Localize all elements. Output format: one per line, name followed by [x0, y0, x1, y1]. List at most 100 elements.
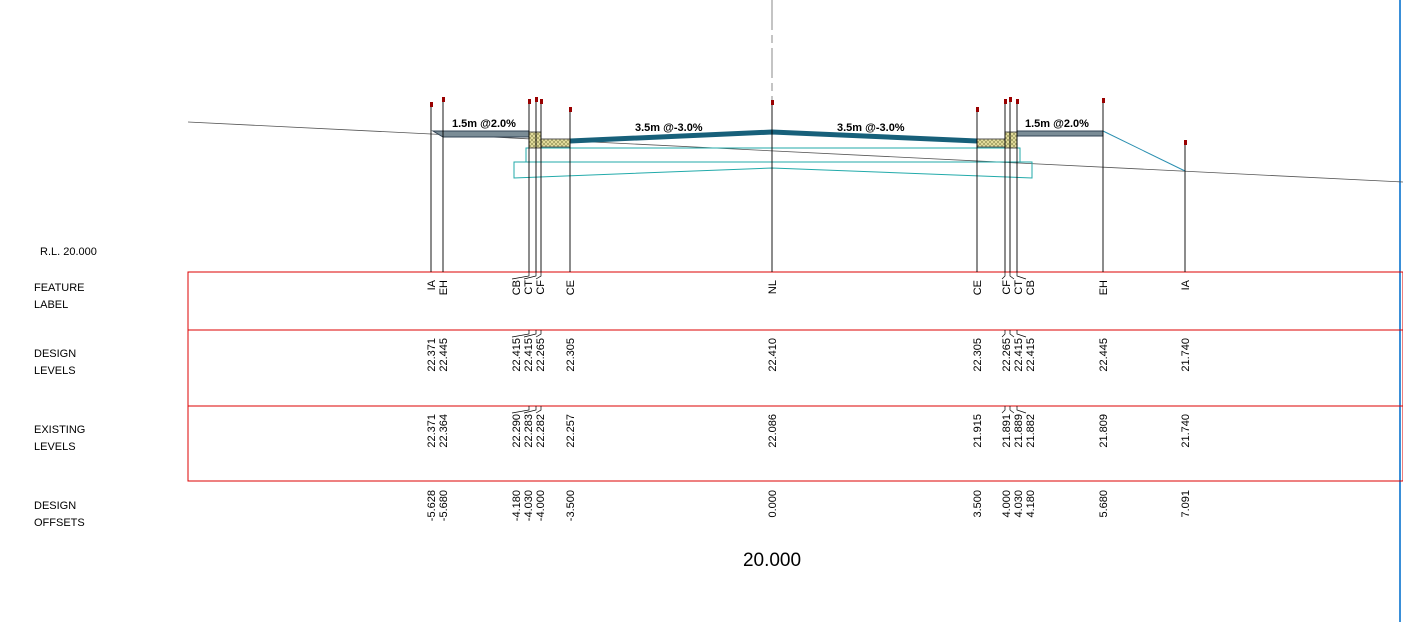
frame — [187, 271, 1403, 482]
feature-value: 22.415 — [1013, 338, 1025, 372]
grade-annotation: 3.5m @-3.0% — [635, 122, 703, 134]
feature-flag — [1009, 97, 1012, 102]
footpath-left — [431, 130, 530, 138]
feature-value: -4.030 — [523, 490, 535, 521]
grade-annotation: 1.5m @2.0% — [1025, 118, 1089, 130]
feature-value: 21.882 — [1025, 414, 1037, 448]
leader — [535, 406, 542, 414]
feature-label: CB — [1025, 280, 1037, 295]
feature-label: NL — [767, 280, 779, 294]
feature-value: 22.305 — [565, 338, 577, 372]
gutter-right — [976, 138, 1006, 148]
leader — [523, 330, 537, 338]
gutter-left — [540, 138, 571, 148]
feature-value: 22.415 — [1025, 338, 1037, 372]
kerb-left — [528, 131, 542, 149]
feature-value: 22.257 — [565, 414, 577, 448]
feature-value: -4.000 — [535, 490, 547, 521]
feature-flag — [1184, 140, 1187, 145]
leader — [511, 330, 530, 338]
leader — [1001, 406, 1006, 414]
feature-value: -4.180 — [511, 490, 523, 521]
feature-value: -5.628 — [426, 490, 438, 521]
pavement — [569, 129, 978, 144]
feature-value: 7.091 — [1180, 490, 1192, 518]
feature-flag — [771, 100, 774, 105]
base-layer — [513, 161, 1033, 179]
leader — [523, 272, 537, 280]
leader — [1009, 330, 1015, 338]
feature-label: CT — [1013, 280, 1025, 295]
feature-value: 22.445 — [438, 338, 450, 372]
leader — [1001, 330, 1006, 338]
grade-annotation: 3.5m @-3.0% — [837, 122, 905, 134]
row-label: FEATURE — [34, 282, 85, 294]
chainage: 20.000 — [743, 550, 801, 571]
feature-flag — [528, 99, 531, 104]
leader — [511, 406, 530, 414]
feature-value: 22.305 — [972, 338, 984, 372]
kerb-right — [1004, 131, 1018, 149]
row-label: LABEL — [34, 299, 68, 311]
row-label: DESIGN — [34, 500, 76, 512]
feature-flag — [1102, 98, 1105, 103]
feature-label: CF — [1001, 280, 1013, 295]
feature-value: 21.809 — [1098, 414, 1110, 448]
feature-label: IA — [1180, 279, 1192, 290]
leader — [535, 272, 542, 280]
grade-annotation: 1.5m @2.0% — [452, 118, 516, 130]
batter — [1102, 130, 1186, 172]
row-label: LEVELS — [34, 441, 76, 453]
feature-value: 22.290 — [511, 414, 523, 448]
feature-value: 21.740 — [1180, 414, 1192, 448]
feature-flag — [976, 107, 979, 112]
leader — [1009, 406, 1015, 414]
subbase — [525, 147, 1021, 163]
feature-label: CF — [535, 280, 547, 295]
leader — [535, 330, 542, 338]
feature-value: 22.265 — [1001, 338, 1013, 372]
leader — [523, 406, 537, 414]
leader — [1001, 272, 1006, 280]
leader — [511, 272, 530, 280]
feature-flag — [569, 107, 572, 112]
feature-value: 22.265 — [535, 338, 547, 372]
feature-value: -5.680 — [438, 490, 450, 521]
feature-value: 4.030 — [1013, 490, 1025, 518]
feature-value: 21.915 — [972, 414, 984, 448]
feature-flag — [1004, 99, 1007, 104]
feature-value: 3.500 — [972, 490, 984, 518]
feature-flag — [1016, 99, 1019, 104]
feature-label: CB — [511, 280, 523, 295]
leader — [1016, 406, 1027, 414]
feature-value: 22.415 — [523, 338, 535, 372]
feature-value: 5.680 — [1098, 490, 1110, 518]
feature-label: EH — [1098, 280, 1110, 295]
feature-value: 22.086 — [767, 414, 779, 448]
feature-flag — [430, 102, 433, 107]
feature-flag — [540, 99, 543, 104]
feature-value: 22.371 — [426, 414, 438, 448]
feature-value: 22.415 — [511, 338, 523, 372]
row-label: EXISTING — [34, 424, 85, 436]
feature-value: 22.371 — [426, 338, 438, 372]
datum: R.L. 20.000 — [40, 246, 97, 258]
leader — [1016, 272, 1027, 280]
feature-value: 22.364 — [438, 414, 450, 448]
feature-value: 21.891 — [1001, 414, 1013, 448]
feature-value: -3.500 — [565, 490, 577, 521]
feature-label: CT — [523, 280, 535, 295]
footpath-right — [1016, 130, 1104, 137]
feature-value: 22.410 — [767, 338, 779, 372]
feature-flag — [535, 97, 538, 102]
feature-value: 4.000 — [1001, 490, 1013, 518]
leader — [1009, 272, 1015, 280]
leader — [1016, 330, 1027, 338]
feature-flag — [442, 97, 445, 102]
feature-value: 22.282 — [535, 414, 547, 448]
feature-label: IA — [426, 279, 438, 290]
feature-value: 22.445 — [1098, 338, 1110, 372]
row-label: LEVELS — [34, 365, 76, 377]
